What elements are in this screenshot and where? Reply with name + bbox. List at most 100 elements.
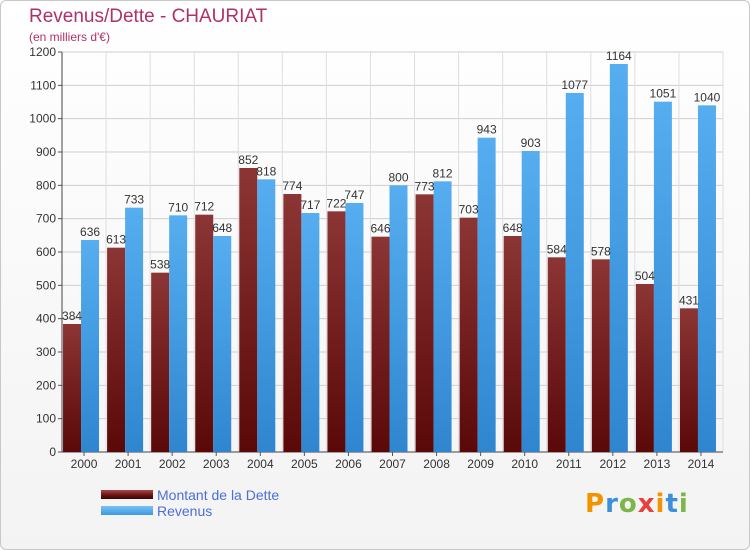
value-label-dette: 703 bbox=[459, 203, 479, 217]
y-tick-label: 500 bbox=[36, 278, 56, 292]
bar-dette bbox=[327, 211, 346, 452]
value-label-revenus: 800 bbox=[388, 170, 408, 184]
value-label-dette: 613 bbox=[106, 233, 126, 247]
value-label-revenus: 747 bbox=[344, 188, 364, 202]
bar-revenus bbox=[433, 181, 452, 453]
y-tick-label: 700 bbox=[36, 212, 56, 226]
value-label-dette: 773 bbox=[415, 179, 435, 193]
bar-revenus bbox=[301, 213, 320, 452]
bar-dette bbox=[63, 324, 82, 452]
value-label-revenus: 710 bbox=[168, 200, 188, 214]
x-tick-label: 2014 bbox=[688, 457, 715, 471]
value-label-dette: 584 bbox=[547, 242, 567, 256]
logo-letter: x bbox=[637, 489, 656, 519]
value-label-revenus: 648 bbox=[212, 221, 232, 235]
logo-letter: o bbox=[618, 489, 638, 519]
value-label-dette: 646 bbox=[370, 222, 390, 236]
bar-dette bbox=[591, 259, 610, 452]
logo-letter: i bbox=[655, 489, 666, 519]
bar-dette bbox=[371, 236, 390, 452]
bar-dette bbox=[679, 308, 698, 452]
x-tick-label: 2008 bbox=[423, 457, 450, 471]
x-tick-label: 2003 bbox=[203, 457, 230, 471]
x-tick-label: 2004 bbox=[247, 457, 274, 471]
bar-chart: 0 100 200 300 400 500 600 700 800 900 1000 1100 1200… bbox=[29, 45, 724, 471]
bar-revenus bbox=[213, 236, 232, 452]
x-tick-label: 2006 bbox=[335, 457, 362, 471]
bar-dette bbox=[503, 236, 522, 452]
chart-title: Revenus/Dette - CHAURIAT bbox=[29, 6, 268, 27]
bar-dette bbox=[283, 194, 302, 452]
x-tick-label: 2013 bbox=[644, 457, 671, 471]
value-label-dette: 384 bbox=[62, 309, 82, 323]
value-label-revenus: 1040 bbox=[694, 90, 721, 104]
bar-dette bbox=[635, 284, 654, 452]
legend-swatch-revenus bbox=[101, 506, 153, 515]
bar-dette bbox=[547, 257, 566, 452]
bar-revenus bbox=[125, 207, 144, 452]
bar-revenus bbox=[477, 137, 496, 452]
legend-swatch-dette bbox=[101, 490, 153, 499]
bar-revenus bbox=[169, 215, 188, 452]
bar-revenus bbox=[521, 151, 540, 452]
x-tick-label: 2010 bbox=[511, 457, 538, 471]
bar-revenus bbox=[81, 240, 100, 452]
bar-revenus bbox=[257, 179, 276, 453]
bar-revenus bbox=[609, 64, 628, 452]
y-tick-label: 400 bbox=[36, 312, 56, 326]
value-label-revenus: 943 bbox=[477, 123, 497, 137]
value-label-revenus: 1077 bbox=[561, 78, 588, 92]
x-tick-label: 2009 bbox=[467, 457, 494, 471]
value-label-revenus: 636 bbox=[80, 225, 100, 239]
bar-revenus bbox=[697, 105, 716, 452]
value-label-revenus: 903 bbox=[521, 136, 541, 150]
value-label-dette: 578 bbox=[591, 244, 611, 258]
x-tick-label: 2012 bbox=[599, 457, 626, 471]
logo-letter: P bbox=[585, 489, 606, 519]
y-tick-label: 300 bbox=[36, 345, 56, 359]
logo-letter: t bbox=[665, 489, 679, 519]
logo-letter: i bbox=[678, 489, 689, 519]
value-label-revenus: 1164 bbox=[606, 49, 632, 63]
value-label-revenus: 1051 bbox=[650, 87, 677, 101]
bar-revenus bbox=[653, 101, 672, 453]
bar-revenus bbox=[389, 185, 408, 453]
bar-dette bbox=[239, 168, 258, 452]
value-label-dette: 722 bbox=[326, 196, 346, 210]
value-label-dette: 504 bbox=[635, 269, 655, 283]
x-tick-label: 2011 bbox=[556, 457, 582, 471]
y-tick-label: 0 bbox=[49, 445, 56, 459]
bar-dette bbox=[107, 247, 126, 452]
bar-revenus bbox=[565, 93, 584, 452]
value-label-dette: 648 bbox=[503, 221, 523, 235]
value-labels: 384 613 538 712 852 774 722 646 773 703 648 584 578 5… bbox=[62, 49, 721, 323]
y-tick-label: 600 bbox=[36, 245, 56, 259]
value-label-revenus: 717 bbox=[300, 198, 320, 212]
y-tick-label: 900 bbox=[36, 145, 56, 159]
axes: 0 100 200 300 400 500 600 700 800 900 1000 1100 1200… bbox=[29, 45, 723, 471]
value-label-dette: 774 bbox=[282, 179, 302, 193]
bar-revenus bbox=[345, 203, 364, 452]
bars bbox=[63, 64, 716, 453]
proxiti-logo: Proxiti bbox=[585, 489, 689, 519]
y-tick-label: 800 bbox=[36, 178, 56, 192]
chart-subtitle: (en milliers d'€) bbox=[29, 30, 110, 44]
bar-dette bbox=[459, 217, 478, 452]
y-tick-label: 100 bbox=[36, 412, 56, 426]
x-tick-label: 2000 bbox=[71, 457, 98, 471]
bar-dette bbox=[151, 272, 170, 452]
logo-letter: r bbox=[605, 489, 619, 519]
value-label-revenus: 812 bbox=[433, 166, 453, 180]
x-tick-label: 2005 bbox=[291, 457, 318, 471]
y-tick-label: 1000 bbox=[29, 112, 56, 126]
legend-label-revenus: Revenus bbox=[157, 503, 213, 519]
value-label-dette: 712 bbox=[194, 200, 214, 214]
value-label-revenus: 818 bbox=[256, 164, 276, 178]
value-label-dette: 852 bbox=[238, 153, 258, 167]
y-tick-label: 1100 bbox=[30, 78, 56, 92]
y-tick-label: 1200 bbox=[29, 45, 56, 59]
x-tick-label: 2002 bbox=[159, 457, 186, 471]
value-label-dette: 538 bbox=[150, 258, 170, 272]
legend-label-dette: Montant de la Dette bbox=[157, 487, 280, 503]
